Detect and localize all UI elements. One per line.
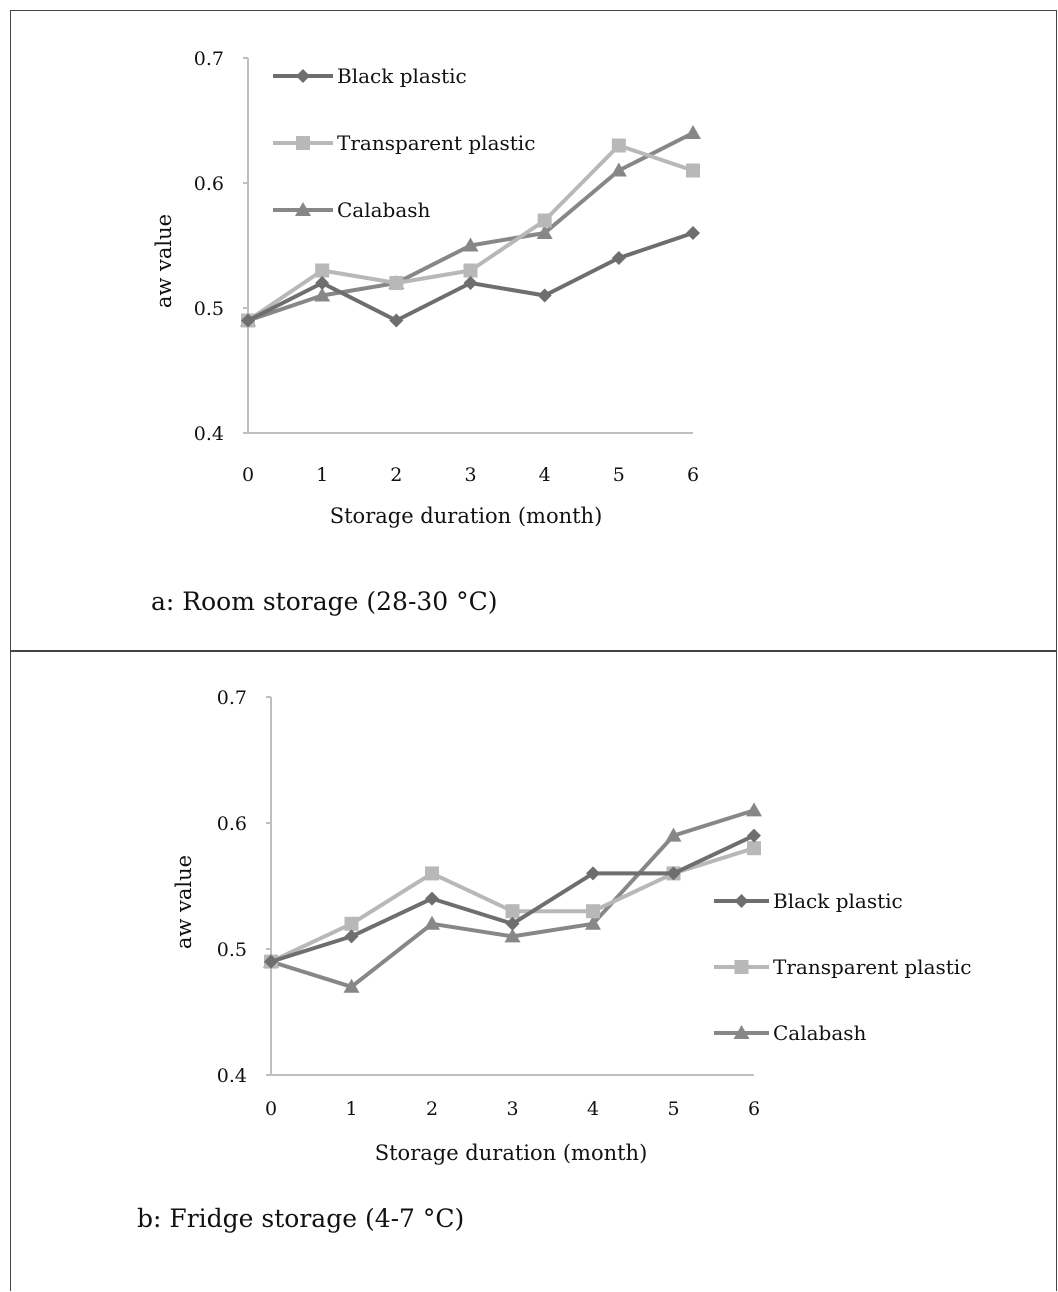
data-point-transparent-plastic <box>537 213 552 228</box>
data-point-transparent-plastic <box>344 916 359 931</box>
legend-item-black-plastic: Black plastic <box>273 64 467 88</box>
data-point-calabash <box>462 237 479 252</box>
data-point-black-plastic <box>425 891 439 906</box>
series-calabash <box>263 802 762 993</box>
x-tick-label: 2 <box>426 1098 438 1120</box>
chart-caption-fridge: b: Fridge storage (4-7 °C) <box>137 1204 465 1233</box>
y-tick-label: 0.5 <box>217 939 247 961</box>
x-tick-label: 5 <box>667 1098 679 1120</box>
legend-label: Calabash <box>773 1021 867 1045</box>
data-point-black-plastic <box>747 828 761 843</box>
x-axis-label: Storage duration (month) <box>375 1141 648 1165</box>
data-point-transparent-plastic <box>747 841 761 856</box>
data-point-calabash <box>504 928 521 943</box>
x-tick-label: 4 <box>539 464 551 486</box>
x-tick-label: 3 <box>506 1098 518 1120</box>
room-storage-chart: 0.4 0.5 0.6 0.7 0 1 2 3 4 5 6 Storage duration (mon… <box>152 48 701 528</box>
x-tick-label: 3 <box>464 464 476 486</box>
legend-item-calabash: Calabash <box>273 198 431 222</box>
chart-legend: Black plastic Transparent plastic Calabash <box>273 64 535 222</box>
x-tick-label: 6 <box>687 464 699 486</box>
legend-marker-square <box>734 960 749 974</box>
x-tick-label: 0 <box>242 464 254 486</box>
y-tick-label: 0.6 <box>194 173 224 195</box>
data-point-transparent-plastic <box>425 866 439 881</box>
legend-marker-triangle <box>295 202 311 216</box>
legend-marker-triangle <box>733 1025 750 1039</box>
data-point-black-plastic <box>463 276 478 290</box>
data-point-black-plastic <box>389 313 404 328</box>
series-transparent-plastic <box>264 841 761 969</box>
y-tick-label: 0.7 <box>217 687 247 709</box>
y-tick-label: 0.6 <box>217 813 247 835</box>
y-axis-label: aw value <box>152 214 176 308</box>
data-point-black-plastic <box>686 226 700 240</box>
legend-label: Black plastic <box>773 889 903 913</box>
data-point-black-plastic <box>264 954 278 969</box>
legend-item-transparent-plastic: Transparent plastic <box>714 955 971 979</box>
legend-label: Calabash <box>337 198 431 222</box>
data-point-transparent-plastic <box>611 138 626 153</box>
data-point-calabash <box>585 915 601 930</box>
data-point-calabash <box>424 915 440 930</box>
data-point-black-plastic <box>611 251 626 265</box>
data-point-calabash <box>314 287 331 302</box>
series-calabash <box>240 125 701 327</box>
series-line-black-plastic <box>270 833 755 964</box>
legend-item-transparent-plastic: Transparent plastic <box>273 131 535 155</box>
data-point-transparent-plastic <box>505 904 520 919</box>
data-point-transparent-plastic <box>389 276 404 290</box>
data-point-transparent-plastic <box>463 263 478 278</box>
x-tick-label: 2 <box>390 464 402 486</box>
y-tick-label: 0.5 <box>194 298 224 320</box>
data-point-calabash <box>665 827 682 842</box>
series-black-plastic <box>264 828 761 969</box>
data-point-black-plastic <box>241 313 255 328</box>
legend-marker-diamond <box>296 69 310 83</box>
data-point-calabash <box>746 802 762 817</box>
data-point-black-plastic <box>586 866 600 881</box>
data-point-calabash <box>685 125 701 139</box>
chart-panel-fridge: 0.4 0.5 0.6 0.7 0 1 2 3 4 5 6 Storage duration (mon… <box>10 651 1057 1291</box>
y-axis-label: aw value <box>172 855 196 949</box>
legend-label: Transparent plastic <box>773 955 971 979</box>
legend-marker-square <box>296 136 310 150</box>
fridge-storage-chart: 0.4 0.5 0.6 0.7 0 1 2 3 4 5 6 Storage duration (mon… <box>172 687 971 1165</box>
data-point-black-plastic <box>505 916 520 931</box>
data-point-transparent-plastic <box>315 263 330 278</box>
series-line-calabash <box>270 808 755 989</box>
series-line-calabash <box>247 131 694 323</box>
legend-item-calabash: Calabash <box>714 1021 867 1045</box>
x-tick-label: 1 <box>316 464 328 486</box>
x-tick-label: 1 <box>345 1098 357 1120</box>
y-tick-label: 0.7 <box>194 48 224 70</box>
legend-label: Transparent plastic <box>337 131 535 155</box>
data-point-calabash <box>610 162 627 177</box>
x-tick-label: 6 <box>748 1098 760 1120</box>
series-black-plastic <box>241 226 700 328</box>
legend-item-black-plastic: Black plastic <box>714 889 903 913</box>
data-point-calabash <box>536 225 553 239</box>
chart-panel-room: 0.4 0.5 0.6 0.7 0 1 2 3 4 5 6 Storage duration (mon… <box>10 10 1057 651</box>
series-line-transparent-plastic <box>246 143 694 323</box>
legend-label: Black plastic <box>337 64 467 88</box>
chart-caption-room: a: Room storage (28-30 °C) <box>151 587 498 616</box>
legend-marker-diamond <box>734 894 749 908</box>
data-point-black-plastic <box>344 929 359 944</box>
data-point-transparent-plastic <box>586 904 600 919</box>
y-tick-label: 0.4 <box>194 423 224 445</box>
x-axis-label: Storage duration (month) <box>330 504 603 528</box>
x-tick-label: 5 <box>613 464 625 486</box>
data-point-transparent-plastic <box>686 163 700 178</box>
x-tick-label: 0 <box>265 1098 277 1120</box>
x-tick-label: 4 <box>587 1098 599 1120</box>
chart-legend: Black plastic Transparent plastic Calabash <box>714 889 971 1045</box>
data-point-black-plastic <box>315 276 330 290</box>
data-point-black-plastic <box>537 288 552 303</box>
data-point-black-plastic <box>666 866 681 881</box>
data-point-calabash <box>343 978 360 993</box>
y-tick-label: 0.4 <box>217 1065 247 1087</box>
